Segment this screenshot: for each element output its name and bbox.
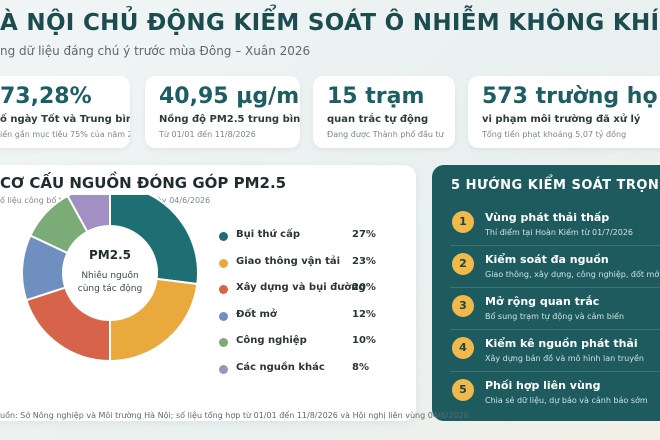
legend-label: Đốt mở (236, 308, 277, 320)
footer-source: uồn: Sở Nông nghiệp và Môi trường Hà Nội… (0, 411, 472, 420)
step-divider (450, 371, 660, 372)
stat-card: 73,28% ố ngày Tốt và Trung bình iến gần mụ… (0, 76, 130, 148)
step-divider (450, 245, 660, 246)
legend-label: Các nguồn khác (236, 361, 325, 373)
legend-swatch (219, 311, 228, 321)
stat-label: quan trắc tự động (327, 114, 429, 125)
stat-label: vi phạm môi trường đã xử lý (482, 114, 641, 125)
step-number: 4 (452, 337, 474, 359)
step-text: Giao thông, xây dựng, công nghiệp, đốt m… (485, 270, 660, 279)
stat-label: Nồng độ PM2.5 trung bình (159, 114, 300, 125)
legend-swatch (219, 338, 228, 347)
step-number: 2 (452, 253, 474, 275)
step-text: Xây dựng bản đồ và mô hình lan truyền (485, 354, 644, 363)
step-title: Phối hợp liên vùng (485, 379, 601, 392)
actions-card (432, 165, 660, 421)
stat-card: 15 trạm quan trắc tự động Đang được Thành … (313, 76, 455, 148)
step-text: Chia sẻ dữ liệu, dự báo và cảnh báo sớm (485, 396, 648, 405)
legend-value: 27% (352, 229, 376, 240)
donut-center-text: Nhiều nguồn (81, 270, 138, 281)
step-title: Mở rộng quan trắc (485, 295, 600, 308)
step-title: Kiểm kê nguồn phát thải (485, 337, 638, 350)
step-divider (450, 329, 660, 330)
stat-value: 40,95 µg/m³ (159, 84, 300, 109)
legend-value: 23% (352, 255, 376, 267)
legend-value: 12% (352, 308, 376, 320)
stat-note: Từ 01/01 đến 11/8/2026 (159, 130, 256, 139)
donut-center-title: PM2.5 (89, 248, 131, 262)
stat-note: Tổng tiền phạt khoảng 5,07 tỷ đồng (482, 130, 627, 139)
stat-card: 573 trường họ vi phạm môi trường đã xử lý… (468, 76, 660, 148)
legend-swatch (219, 364, 228, 374)
legend-label: Giao thông vận tải (236, 255, 341, 267)
chart-title: CƠ CẤU NGUỒN ĐÓNG GÓP PM2.5 (0, 174, 287, 192)
page-title: À NỘI CHỦ ĐỘNG KIỂM SOÁT Ô NHIỄM KHÔNG K… (0, 10, 660, 36)
legend-label: Bụi thứ cấp (236, 229, 300, 240)
stat-value: 73,28% (0, 84, 92, 109)
step-divider (450, 287, 660, 288)
actions-title: 5 HƯỚNG KIỂM SOÁT TRỌNG T (451, 178, 660, 193)
legend-label: Công nghiệp (236, 335, 307, 346)
donut-chart: PM2.5 Nhiều nguồn cùng tác động (21, 195, 199, 363)
stat-card: 40,95 µg/m³ Nồng độ PM2.5 trung bình Từ 01… (145, 76, 300, 148)
stat-label: ố ngày Tốt và Trung bình (0, 114, 130, 125)
stat-value: 573 trường họ (482, 84, 658, 109)
stat-value: 15 trạm (327, 84, 425, 109)
step-text: Bổ sung trạm tự động và cảm biến (485, 312, 625, 321)
legend-swatch (219, 232, 228, 241)
legend-label: Xây dựng và bụi đường (236, 282, 366, 293)
stat-note: Đang được Thành phố đầu tư (327, 130, 444, 139)
step-number: 3 (452, 295, 474, 317)
step-title: Vùng phát thải thấp (485, 211, 610, 224)
step-number: 1 (452, 211, 474, 233)
step-title: Kiểm soát đa nguồn (485, 253, 609, 266)
legend-value: 8% (352, 361, 369, 373)
legend-swatch (219, 258, 228, 268)
legend-swatch (219, 285, 228, 294)
legend-value: 20% (352, 282, 376, 293)
legend-value: 10% (352, 335, 376, 346)
donut-center-text: cùng tác động (78, 283, 142, 294)
step-number: 5 (452, 379, 474, 401)
page-subtitle: ng dữ liệu đáng chú ý trước mùa Đông – X… (0, 44, 311, 58)
donut-hole (63, 226, 157, 320)
step-text: Thí điểm tại Hoàn Kiếm từ 01/7/2026 (485, 228, 634, 237)
stat-note: iến gần mục tiêu 75% của năm 2026 (0, 130, 130, 139)
